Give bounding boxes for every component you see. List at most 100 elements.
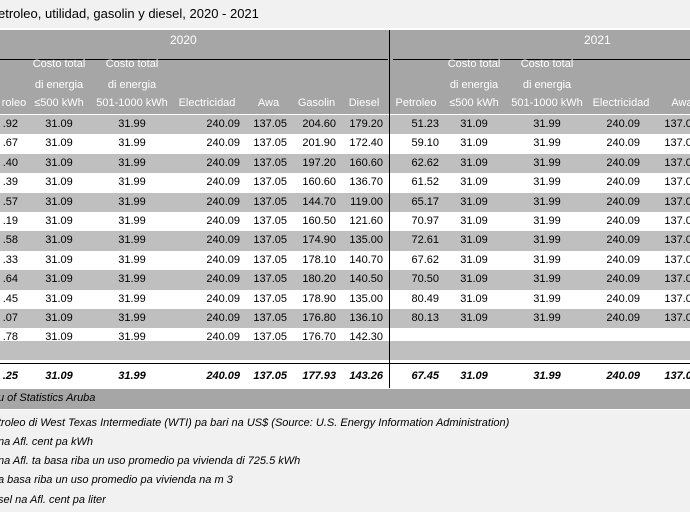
cell-2020-col-4: 137.05 (253, 118, 287, 130)
cell-2020-col-3: 240.09 (206, 331, 240, 344)
cell-2021-col-4: 137.05 (664, 215, 690, 227)
column-header-block: 2020 2021 roleo Costo total di energia ≤500… (0, 30, 690, 114)
cell-2021-col-1: 31.09 (460, 292, 488, 305)
cell-2021-col-0: 70.97 (411, 215, 439, 227)
cell-2021-col-4: 137.05 (664, 118, 690, 130)
total-2021-col-4: 137.05 (664, 370, 690, 382)
cell-2020-col-2: 31.99 (118, 137, 146, 150)
cell-2020-col-6: 135.00 (349, 234, 383, 247)
table-row: .45 31.09 31.99 240.09 137.05 178.90 135.00 80.… (0, 289, 690, 309)
spacer-row (0, 341, 690, 360)
cell-2021-col-0: 61.52 (411, 176, 439, 189)
cell-2021-col-0: 59.10 (411, 137, 439, 150)
cell-2020-col-5: 176.80 (302, 312, 336, 324)
cell-2020-col-5: 197.20 (302, 156, 336, 169)
cell-2020-col-0: .19 (2, 215, 18, 227)
table-row: .33 31.09 31.99 240.09 137.05 178.10 140.70 67.… (0, 250, 690, 271)
cell-2020-col-5: 201.90 (302, 137, 336, 150)
cell-2020-col-5: 160.50 (302, 215, 336, 227)
cell-2021-col-2: 31.99 (533, 118, 561, 130)
cell-2020-col-1: 31.09 (45, 156, 73, 169)
cell-2020-col-3: 240.09 (206, 215, 240, 227)
cell-2020-col-5: 174.90 (302, 234, 336, 247)
cell-2020-col-3: 240.09 (206, 273, 240, 286)
cell-2020-col-0: .92 (2, 118, 18, 130)
cell-2021-col-3: 240.09 (606, 195, 640, 208)
header-right-1-line-1: di energia (449, 79, 499, 91)
table-row: .58 31.09 31.99 240.09 137.05 174.90 135.00 72.… (0, 231, 690, 251)
cell-2021-col-3: 240.09 (606, 137, 640, 150)
total-2020-col-2: 31.99 (118, 370, 146, 382)
table-title: etroleo, utilidad, gasolin y diesel, 202… (0, 6, 259, 21)
cell-2020-col-0: .64 (2, 273, 18, 286)
note-3: na Afl. ta basa riba un uso promedio pa … (0, 455, 301, 467)
cell-2020-col-2: 31.99 (118, 253, 146, 266)
header-right-2-line-2: 501-1000 kWh (511, 97, 583, 109)
cell-2021-col-3: 240.09 (606, 253, 640, 266)
cell-2020-col-1: 31.09 (45, 234, 73, 247)
total-2021-col-3: 240.09 (606, 370, 640, 382)
cell-2021-col-3: 240.09 (606, 273, 640, 286)
cell-2020-col-1: 31.09 (45, 312, 73, 324)
cell-2020-col-4: 137.05 (253, 253, 287, 266)
cell-2020-col-5: 180.20 (302, 273, 336, 286)
cell-2021-col-0: 51.23 (411, 118, 439, 130)
cell-2021-col-0: 80.13 (411, 312, 439, 324)
cell-2021-col-1: 31.09 (460, 176, 488, 189)
header-left-4-line-2: Awa (257, 97, 280, 109)
cell-2020-col-1: 31.09 (45, 118, 73, 130)
cell-2020-col-5: 178.90 (302, 292, 336, 305)
year-2020-underline (0, 59, 388, 60)
cell-2021-col-2: 31.99 (533, 215, 561, 227)
cell-2020-col-1: 31.09 (45, 176, 73, 189)
cell-2020-col-3: 240.09 (206, 118, 240, 130)
total-2020-col-1: 31.09 (45, 370, 73, 382)
cell-2020-col-2: 31.99 (118, 292, 146, 305)
cell-2020-col-6: 179.20 (349, 118, 383, 130)
cell-2020-col-6: 160.60 (349, 156, 383, 169)
total-2020-col-6: 143.26 (349, 370, 383, 382)
total-2021-col-0: 67.45 (411, 370, 439, 382)
cell-2020-col-0: .78 (2, 331, 18, 344)
cell-2020-col-0: .07 (2, 312, 18, 324)
cell-2020-col-0: .39 (2, 176, 18, 189)
cell-2021-col-4: 137.05 (664, 253, 690, 266)
cell-2020-col-1: 31.09 (45, 273, 73, 286)
cell-2021-col-1: 31.09 (460, 156, 488, 169)
header-right-0-line-2: Petroleo (395, 97, 437, 109)
cell-2020-col-3: 240.09 (206, 234, 240, 247)
cell-2021-col-0: 65.17 (411, 195, 439, 208)
cell-2020-col-1: 31.09 (45, 331, 73, 344)
cell-2021-col-0: 80.49 (411, 292, 439, 305)
header-left-1-line-2: ≤500 kWh (34, 97, 84, 109)
cell-2020-col-6: 136.10 (349, 312, 383, 324)
cell-2020-col-4: 137.05 (253, 292, 287, 305)
cell-2020-col-0: .40 (2, 156, 18, 169)
year-2020-label: 2020 (170, 33, 197, 47)
header-left-6-line-2: Diesel (348, 97, 380, 109)
total-2021-col-1: 31.09 (460, 370, 488, 382)
header-left-3-line-2: Electricidad (178, 97, 236, 109)
cell-2020-col-5: 204.60 (302, 118, 336, 130)
cell-2020-col-2: 31.99 (118, 234, 146, 247)
header-right-2-line-1: di energia (522, 79, 572, 91)
cell-2020-col-5: 144.70 (302, 195, 336, 208)
header-right-4-line-2: Awa (671, 97, 690, 109)
cell-2020-col-0: .57 (2, 195, 18, 208)
cell-2020-col-5: 176.70 (302, 331, 336, 344)
cell-2021-col-1: 31.09 (460, 312, 488, 324)
total-2021-col-2: 31.99 (533, 370, 561, 382)
cell-2021-col-2: 31.99 (533, 292, 561, 305)
cell-2021-col-1: 31.09 (460, 253, 488, 266)
cell-2021-col-2: 31.99 (533, 195, 561, 208)
total-2020-col-5: 177.93 (302, 370, 336, 382)
note-5: sel na Afl. cent pa liter (0, 494, 106, 506)
cell-2020-col-3: 240.09 (206, 195, 240, 208)
cell-2020-col-4: 137.05 (253, 215, 287, 227)
cell-2021-col-4: 137.05 (664, 195, 690, 208)
cell-2020-col-6: 136.70 (349, 176, 383, 189)
cell-2021-col-0: 67.62 (411, 253, 439, 266)
cell-2020-col-3: 240.09 (206, 312, 240, 324)
header-right-2-line-0: Costo total (520, 58, 574, 70)
note-4: a basa riba un uso promedio pa vivienda … (0, 474, 233, 486)
